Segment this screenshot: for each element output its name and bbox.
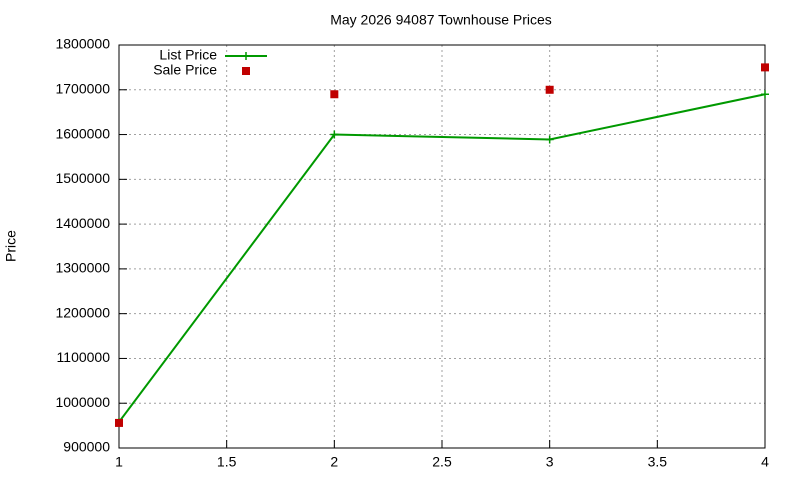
- point: [545, 85, 554, 94]
- point: [761, 63, 769, 72]
- y-tick-label: 1000000: [55, 394, 110, 410]
- y-tick-label: 1200000: [55, 304, 110, 320]
- x-tick-label: 3: [546, 454, 554, 470]
- legend-swatch: [242, 67, 250, 75]
- legend-swatch: [242, 52, 250, 60]
- chart-title: May 2026 94087 Townhouse Prices: [330, 12, 552, 28]
- y-tick-label: 1700000: [55, 80, 110, 96]
- x-tick-label: 2: [330, 454, 338, 470]
- y-tick-label: 1500000: [55, 170, 110, 186]
- x-tick-label: 4: [761, 454, 769, 470]
- point: [115, 418, 123, 427]
- y-axis-label: Price: [3, 230, 19, 262]
- point: [330, 90, 339, 99]
- x-tick-label: 2.5: [432, 454, 452, 470]
- y-tick-label: 1300000: [55, 260, 110, 276]
- y-tick-label: 900000: [63, 439, 110, 455]
- point: [545, 135, 554, 144]
- y-tick-label: 1400000: [55, 215, 110, 231]
- plot-frame: [118, 44, 766, 449]
- y-tick-label: 1800000: [55, 36, 110, 52]
- point: [761, 90, 769, 99]
- legend-label: List Price: [159, 47, 217, 63]
- y-tick-label: 1600000: [55, 125, 110, 141]
- x-tick-label: 3.5: [648, 454, 668, 470]
- point: [330, 130, 339, 139]
- series-line: [118, 93, 766, 423]
- y-tick-label: 1100000: [57, 349, 111, 365]
- legend-label: Sale Price: [153, 62, 217, 78]
- x-tick-label: 1: [115, 454, 123, 470]
- x-tick-label: 1.5: [217, 454, 237, 470]
